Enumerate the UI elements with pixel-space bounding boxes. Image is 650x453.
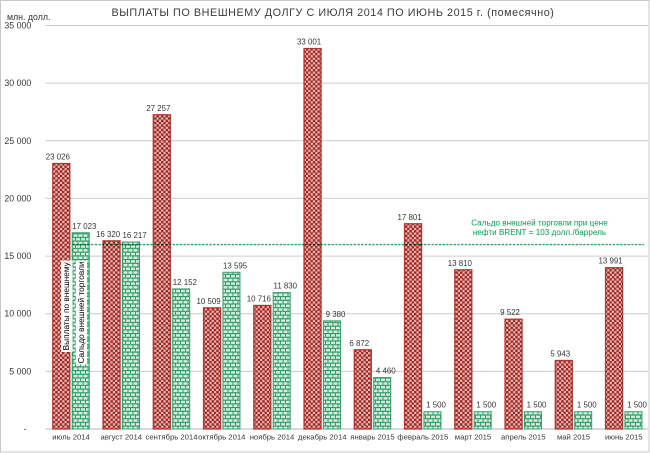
svg-text:1 500: 1 500 [527, 401, 547, 410]
svg-text:январь 2015: январь 2015 [350, 432, 394, 441]
svg-text:-: - [24, 424, 27, 434]
svg-text:5 943: 5 943 [550, 349, 570, 358]
svg-text:Сальдо внешней торговли при це: Сальдо внешней торговли при цене [471, 218, 608, 227]
svg-text:6 872: 6 872 [349, 339, 369, 348]
svg-text:25 000: 25 000 [4, 136, 31, 146]
svg-text:13 991: 13 991 [598, 257, 622, 266]
svg-text:13 810: 13 810 [448, 259, 473, 268]
svg-text:15 000: 15 000 [4, 251, 31, 261]
svg-text:декабрь 2014: декабрь 2014 [298, 432, 347, 441]
svg-text:27 257: 27 257 [146, 104, 170, 113]
svg-text:10 509: 10 509 [196, 297, 221, 306]
svg-text:5 000: 5 000 [9, 366, 31, 376]
svg-text:23 026: 23 026 [46, 153, 71, 162]
svg-text:Выплаты по внешнему: Выплаты по внешнему [61, 261, 71, 350]
svg-text:ВЫПЛАТЫ ПО ВНЕШНЕМУ ДОЛГУ С ИЮ: ВЫПЛАТЫ ПО ВНЕШНЕМУ ДОЛГУ С ИЮЛЯ 2014 ПО… [112, 7, 555, 19]
svg-text:ноябрь 2014: ноябрь 2014 [250, 432, 295, 441]
svg-text:май 2015: май 2015 [557, 432, 590, 441]
svg-text:10 000: 10 000 [4, 309, 31, 319]
svg-text:июнь 2015: июнь 2015 [605, 432, 643, 441]
svg-text:20 000: 20 000 [4, 193, 31, 203]
svg-text:4 460: 4 460 [376, 367, 396, 376]
svg-text:апрель 2015: апрель 2015 [501, 432, 545, 441]
svg-text:16 320: 16 320 [96, 230, 121, 239]
svg-text:12 152: 12 152 [173, 278, 197, 287]
svg-text:16 217: 16 217 [122, 231, 146, 240]
svg-text:сентябрь 2014: сентябрь 2014 [146, 432, 199, 441]
svg-text:нефти BRENT = 103 долл./баррел: нефти BRENT = 103 долл./баррель [473, 228, 606, 237]
svg-text:1 500: 1 500 [627, 401, 647, 410]
svg-text:Сальдо внешней торговли: Сальдо внешней торговли [76, 261, 86, 363]
svg-text:август 2014: август 2014 [100, 432, 142, 441]
svg-text:11 830: 11 830 [274, 282, 298, 291]
svg-text:30 000: 30 000 [4, 78, 31, 88]
svg-text:июль 2014: июль 2014 [52, 432, 90, 441]
svg-text:октябрь 2014: октябрь 2014 [198, 432, 246, 441]
svg-text:март 2015: март 2015 [455, 432, 491, 441]
svg-text:13 595: 13 595 [223, 261, 248, 270]
svg-text:1 500: 1 500 [476, 401, 496, 410]
svg-text:33 001: 33 001 [297, 38, 321, 47]
svg-text:млн. долл.: млн. долл. [7, 12, 50, 22]
svg-text:35 000: 35 000 [4, 21, 31, 31]
svg-text:февраль 2015: февраль 2015 [397, 432, 448, 441]
svg-text:10 716: 10 716 [247, 294, 272, 303]
svg-text:1 500: 1 500 [426, 401, 446, 410]
svg-text:9 380: 9 380 [326, 310, 346, 319]
svg-text:1 500: 1 500 [577, 401, 597, 410]
svg-text:17 801: 17 801 [397, 213, 421, 222]
svg-text:17 023: 17 023 [72, 222, 97, 231]
svg-text:9 522: 9 522 [500, 308, 520, 317]
